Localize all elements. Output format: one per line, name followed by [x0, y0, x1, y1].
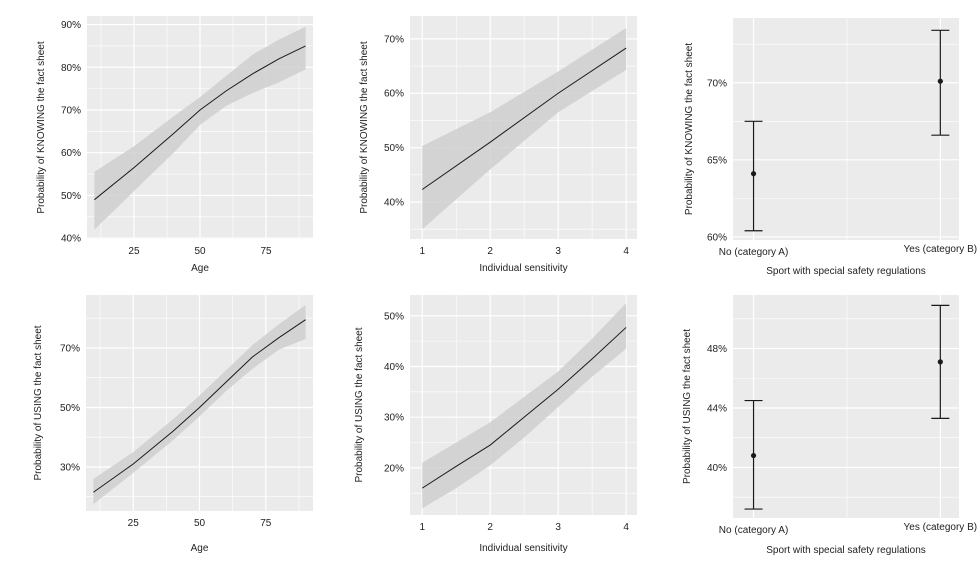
x-category-label: Yes (category B) — [904, 244, 977, 255]
y-tick-label: 70% — [61, 105, 81, 116]
fitted-line — [421, 327, 627, 489]
y-tick-label: 50% — [61, 191, 81, 202]
x-tick-label: 3 — [555, 522, 561, 533]
y-axis-title: Probability of USING the fact sheet — [682, 329, 693, 484]
y-tick-label: 20% — [384, 463, 404, 474]
x-axis-title: Individual sensitivity — [479, 543, 567, 554]
point-estimate — [750, 452, 757, 459]
chart-panel-3: 60% 65% 70% No (category A) Yes (category B)… — [684, 18, 977, 277]
y-tick-label: 40% — [707, 463, 727, 474]
confidence-ribbon — [422, 303, 627, 509]
x-tick-label: 75 — [260, 246, 272, 257]
chart-panel-6: 40% 44% 48% No (category A) Yes (category B)… — [682, 295, 977, 556]
x-tick-label: 4 — [623, 246, 629, 257]
x-category-label: No (category A) — [719, 525, 788, 536]
x-category-label: No (category A) — [719, 247, 788, 258]
x-tick-label: 1 — [419, 522, 425, 533]
y-tick-label: 70% — [384, 34, 404, 45]
point-estimate — [937, 359, 943, 365]
x-tick-label: 25 — [128, 246, 140, 257]
y-tick-label: 30% — [384, 413, 404, 424]
y-tick-label: 70% — [707, 78, 727, 89]
x-tick-label: 4 — [623, 522, 629, 533]
y-tick-label: 50% — [60, 403, 80, 414]
chart-panel-5: 20% 30% 40% 50% 1 2 3 4 Individual sensitivity Pr… — [354, 295, 637, 554]
y-axis-title: Probability of USING the fact sheet — [354, 327, 365, 482]
chart-panel-2: 40% 50% 60% 70% 1 2 3 4 Individual sensitivity Pr… — [359, 16, 637, 274]
x-tick-label: 75 — [260, 518, 272, 529]
x-category-label: Yes (category B) — [904, 522, 977, 533]
y-tick-label: 44% — [707, 403, 727, 414]
x-tick-label: 2 — [487, 522, 493, 533]
x-tick-label: 50 — [194, 518, 206, 529]
y-tick-label: 40% — [384, 198, 404, 209]
y-tick-label: 70% — [60, 343, 80, 354]
y-tick-label: 60% — [61, 148, 81, 159]
x-tick-label: 50 — [194, 246, 206, 257]
x-axis-title: Sport with special safety regulations — [766, 266, 926, 277]
fitted-line — [421, 47, 627, 190]
point-estimate — [937, 78, 943, 84]
confidence-ribbon — [94, 26, 306, 230]
y-axis-title: Probability of KNOWING the fact sheet — [359, 41, 370, 214]
y-axis-title: Probability of KNOWING the fact sheet — [36, 41, 47, 214]
y-axis-title: Probability of USING the fact sheet — [33, 325, 44, 480]
y-tick-label: 65% — [707, 155, 727, 166]
fitted-line — [93, 319, 306, 493]
y-tick-label: 60% — [707, 232, 727, 243]
y-tick-label: 80% — [61, 63, 81, 74]
fitted-line — [94, 45, 306, 201]
y-tick-label: 50% — [384, 143, 404, 154]
x-tick-label: 3 — [555, 246, 561, 257]
confidence-ribbon — [93, 304, 306, 505]
y-tick-label: 50% — [384, 311, 404, 322]
y-tick-label: 30% — [60, 462, 80, 473]
point-estimate — [750, 171, 757, 177]
x-axis-title: Age — [191, 543, 209, 554]
y-tick-label: 60% — [384, 89, 404, 100]
x-tick-label: 1 — [419, 246, 425, 257]
x-axis-title: Individual sensitivity — [479, 263, 567, 274]
y-tick-label: 40% — [61, 234, 81, 245]
y-tick-label: 48% — [707, 344, 727, 355]
y-tick-label: 90% — [61, 20, 81, 31]
chart-panel-1: 40% 50% 60% 70% 80% 90% 25 50 75 Age Probability o… — [36, 16, 313, 274]
x-axis-title: Sport with special safety regulations — [766, 545, 926, 556]
panel-background — [733, 18, 959, 240]
chart-panel-4: 30% 50% 70% 25 50 75 Age Probability of USING t… — [33, 295, 313, 554]
x-tick-label: 2 — [487, 246, 493, 257]
y-tick-label: 40% — [384, 362, 404, 373]
x-tick-label: 25 — [128, 518, 140, 529]
y-axis-title: Probability of KNOWING the fact sheet — [684, 43, 695, 216]
confidence-ribbon — [422, 27, 627, 230]
x-axis-title: Age — [191, 263, 209, 274]
panel-background — [733, 295, 959, 518]
